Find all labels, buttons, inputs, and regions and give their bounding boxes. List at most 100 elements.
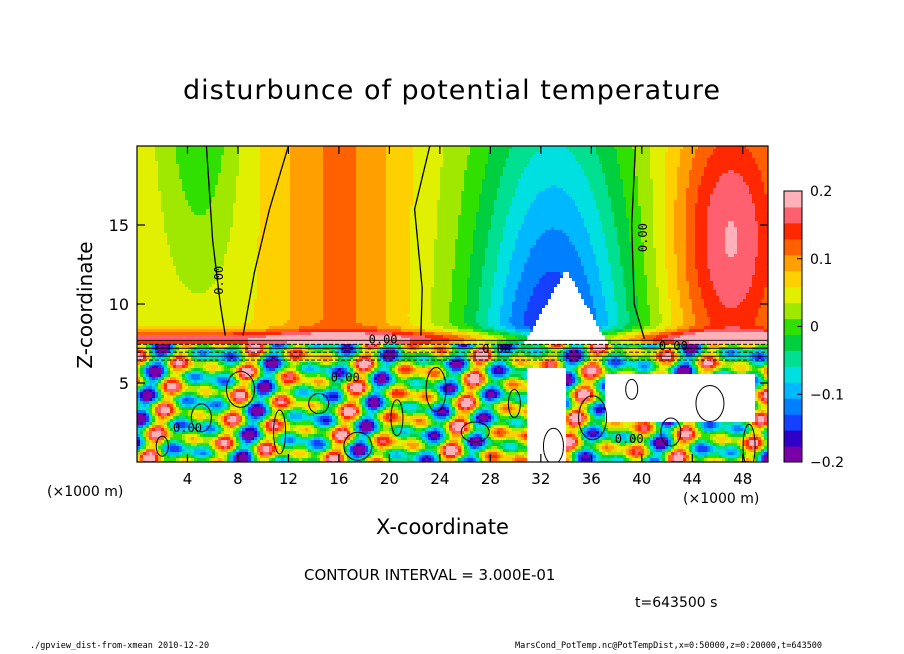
heatmap-cell xyxy=(320,185,324,189)
heatmap-cell xyxy=(728,206,732,210)
heatmap-cell xyxy=(491,167,495,171)
heatmap-cell xyxy=(395,203,399,207)
heatmap-cell xyxy=(410,164,414,168)
heatmap-cell xyxy=(665,182,669,186)
heatmap-cell xyxy=(353,215,357,219)
heatmap-cell xyxy=(275,176,279,180)
heatmap-cell xyxy=(578,155,582,159)
heatmap-cell xyxy=(635,185,639,189)
heatmap-cell xyxy=(473,212,477,216)
heatmap-cell xyxy=(263,191,267,195)
heatmap-cell xyxy=(500,167,504,171)
heatmap-cell xyxy=(194,149,198,153)
heatmap-cell xyxy=(593,194,597,198)
heatmap-cell xyxy=(314,176,318,180)
heatmap-cell xyxy=(449,182,453,186)
heatmap-cell xyxy=(644,212,648,216)
heatmap-cell xyxy=(209,170,213,174)
heatmap-cell xyxy=(491,206,495,210)
heatmap-cell xyxy=(389,182,393,186)
heatmap-cell xyxy=(722,155,726,159)
heatmap-cell xyxy=(197,152,201,156)
heatmap-cell xyxy=(623,197,627,201)
heatmap-cell xyxy=(566,146,570,150)
heatmap-cell xyxy=(254,185,258,189)
heatmap-cell xyxy=(560,158,564,162)
heatmap-cell xyxy=(515,173,519,177)
heatmap-cell xyxy=(551,185,555,189)
heatmap-cell xyxy=(608,191,612,195)
heatmap-cell xyxy=(431,182,435,186)
heatmap-cell xyxy=(608,209,612,213)
heatmap-cell xyxy=(671,149,675,153)
heatmap-cell xyxy=(422,182,426,186)
heatmap-cell xyxy=(431,197,435,201)
heatmap-cell xyxy=(206,209,210,213)
heatmap-cell xyxy=(662,200,666,204)
heatmap-cell xyxy=(275,161,279,165)
heatmap-cell xyxy=(323,209,327,213)
heatmap-cell xyxy=(176,179,180,183)
heatmap-cell xyxy=(476,194,480,198)
heatmap-cell xyxy=(560,152,564,156)
heatmap-cell xyxy=(317,200,321,204)
heatmap-cell xyxy=(371,155,375,159)
heatmap-cell xyxy=(281,179,285,183)
heatmap-cell xyxy=(170,203,174,207)
heatmap-cell xyxy=(482,167,486,171)
heatmap-cell xyxy=(380,152,384,156)
heatmap-cell xyxy=(461,152,465,156)
heatmap-cell xyxy=(638,152,642,156)
heatmap-cell xyxy=(227,194,231,198)
heatmap-cell xyxy=(473,170,477,174)
heatmap-cell xyxy=(422,161,426,165)
heatmap-cell xyxy=(245,206,249,210)
heatmap-cell xyxy=(227,197,231,201)
heatmap-cell xyxy=(149,206,153,210)
heatmap-cell xyxy=(614,188,618,192)
heatmap-cell xyxy=(431,146,435,150)
heatmap-cell xyxy=(644,209,648,213)
heatmap-cell xyxy=(665,212,669,216)
heatmap-cell xyxy=(311,203,315,207)
heatmap-cell xyxy=(743,152,747,156)
heatmap-cell xyxy=(383,176,387,180)
heatmap-cell xyxy=(614,179,618,183)
heatmap-cell xyxy=(539,185,543,189)
heatmap-cell xyxy=(716,197,720,201)
heatmap-cell xyxy=(701,167,705,171)
heatmap-cell xyxy=(536,182,540,186)
heatmap-cell xyxy=(440,215,444,219)
heatmap-cell xyxy=(278,152,282,156)
heatmap-cell xyxy=(395,152,399,156)
heatmap-cell xyxy=(167,185,171,189)
heatmap-cell xyxy=(653,152,657,156)
heatmap-cell xyxy=(638,164,642,168)
heatmap-cell xyxy=(623,188,627,192)
heatmap-cell xyxy=(734,164,738,168)
heatmap-cell xyxy=(746,179,750,183)
heatmap-cell xyxy=(509,209,513,213)
heatmap-cell xyxy=(647,173,651,177)
heatmap-cell xyxy=(683,170,687,174)
heatmap-cell xyxy=(581,191,585,195)
heatmap-cell xyxy=(266,152,270,156)
heatmap-cell xyxy=(497,203,501,207)
heatmap-cell xyxy=(299,191,303,195)
heatmap-cell xyxy=(380,155,384,159)
heatmap-cell xyxy=(419,155,423,159)
heatmap-cell xyxy=(575,155,579,159)
heatmap-cell xyxy=(473,209,477,213)
heatmap-cell xyxy=(335,215,339,219)
heatmap-cell xyxy=(371,179,375,183)
heatmap-cell xyxy=(437,215,441,219)
heatmap-cell xyxy=(356,191,360,195)
heatmap-cell xyxy=(170,206,174,210)
heatmap-cell xyxy=(209,176,213,180)
heatmap-cell xyxy=(176,209,180,213)
heatmap-cell xyxy=(287,173,291,177)
heatmap-cell xyxy=(605,164,609,168)
heatmap-cell xyxy=(272,185,276,189)
heatmap-cell xyxy=(491,185,495,189)
heatmap-cell xyxy=(581,182,585,186)
